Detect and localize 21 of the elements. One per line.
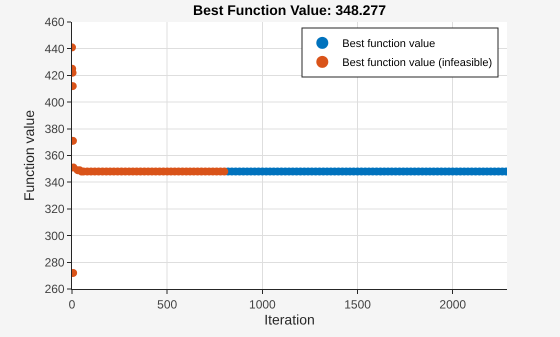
y-tick-label: 340 — [44, 175, 65, 190]
x-tick-label: 1000 — [249, 297, 276, 312]
y-tick-label: 280 — [44, 256, 65, 270]
y-tick-label: 440 — [44, 42, 65, 56]
x-tick-label: 1500 — [344, 297, 372, 312]
x-axis-title: Iteration — [264, 312, 315, 328]
y-axis-title: Function value — [21, 110, 38, 202]
y-tick-label: 400 — [44, 95, 65, 110]
chart-title: Best Function Value: 348.277 — [193, 2, 386, 18]
y-tick-label: 380 — [44, 122, 65, 136]
x-tick-label: 0 — [68, 297, 76, 312]
y-tick-label: 420 — [44, 68, 65, 83]
y-tick-label: 320 — [44, 202, 65, 216]
y-tick-label: 460 — [44, 15, 65, 30]
x-tick-label: 500 — [157, 297, 178, 312]
x-tick-label: 2000 — [439, 297, 466, 312]
y-tick-label: 300 — [44, 228, 65, 243]
legend-label: Best function value (infeasible) — [342, 57, 492, 70]
y-tick-label: 260 — [44, 282, 65, 296]
legend-label: Best function value — [342, 38, 436, 50]
y-tick-label: 360 — [44, 148, 65, 163]
